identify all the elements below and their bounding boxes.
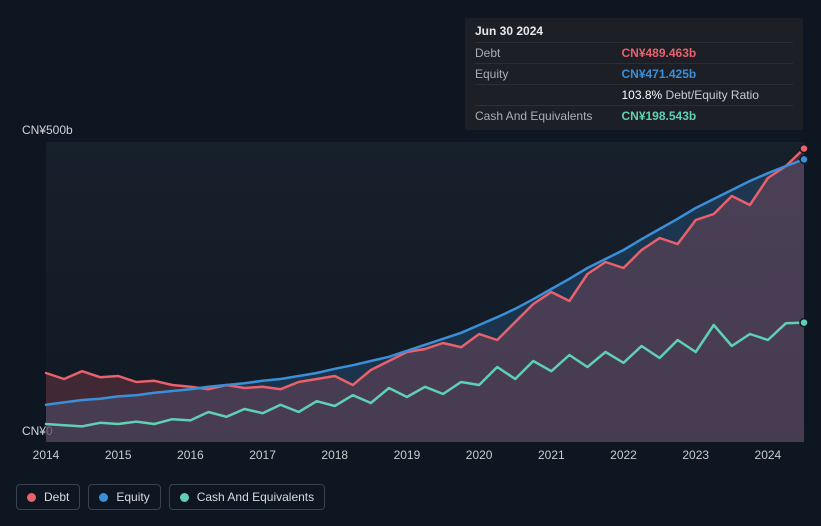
legend-label: Cash And Equivalents [197,490,314,504]
legend: Debt Equity Cash And Equivalents [16,484,325,510]
x-axis-tick: 2023 [682,448,709,462]
x-axis-tick: 2016 [177,448,204,462]
x-axis-tick: 2015 [105,448,132,462]
tooltip-row-label [475,85,622,106]
y-axis-tick-top: CN¥500b [22,123,73,137]
tooltip-ratio-label: Debt/Equity Ratio [666,88,759,102]
x-axis-tick: 2021 [538,448,565,462]
tooltip-row-label: Cash And Equivalents [475,106,622,127]
x-axis-tick: 2024 [755,448,782,462]
x-axis-tick: 2017 [249,448,276,462]
legend-item-equity[interactable]: Equity [88,484,160,510]
chart-tooltip: Jun 30 2024 Debt CN¥489.463b Equity CN¥4… [465,18,803,130]
legend-dot-icon [180,493,189,502]
legend-label: Equity [116,490,149,504]
tooltip-row-label: Equity [475,64,622,85]
tooltip-row-value: CN¥489.463b [622,43,794,64]
legend-label: Debt [44,490,69,504]
tooltip-table: Debt CN¥489.463b Equity CN¥471.425b 103.… [475,42,793,126]
debt-equity-chart: Jun 30 2024 Debt CN¥489.463b Equity CN¥4… [0,0,821,526]
x-axis-tick: 2018 [321,448,348,462]
tooltip-row-label: Debt [475,43,622,64]
x-axis-tick: 2019 [394,448,421,462]
tooltip-title: Jun 30 2024 [475,24,793,42]
tooltip-ratio-value: 103.8% [622,88,663,102]
legend-item-debt[interactable]: Debt [16,484,80,510]
x-axis-tick: 2022 [610,448,637,462]
chart-svg [46,142,804,442]
tooltip-row-value: CN¥198.543b [622,106,794,127]
legend-dot-icon [27,493,36,502]
x-axis-tick: 2020 [466,448,493,462]
legend-dot-icon [99,493,108,502]
x-axis: 2014201520162017201820192020202120222023… [46,448,804,468]
x-axis-tick: 2014 [33,448,60,462]
tooltip-row-value: CN¥471.425b [622,64,794,85]
legend-item-cash[interactable]: Cash And Equivalents [169,484,325,510]
